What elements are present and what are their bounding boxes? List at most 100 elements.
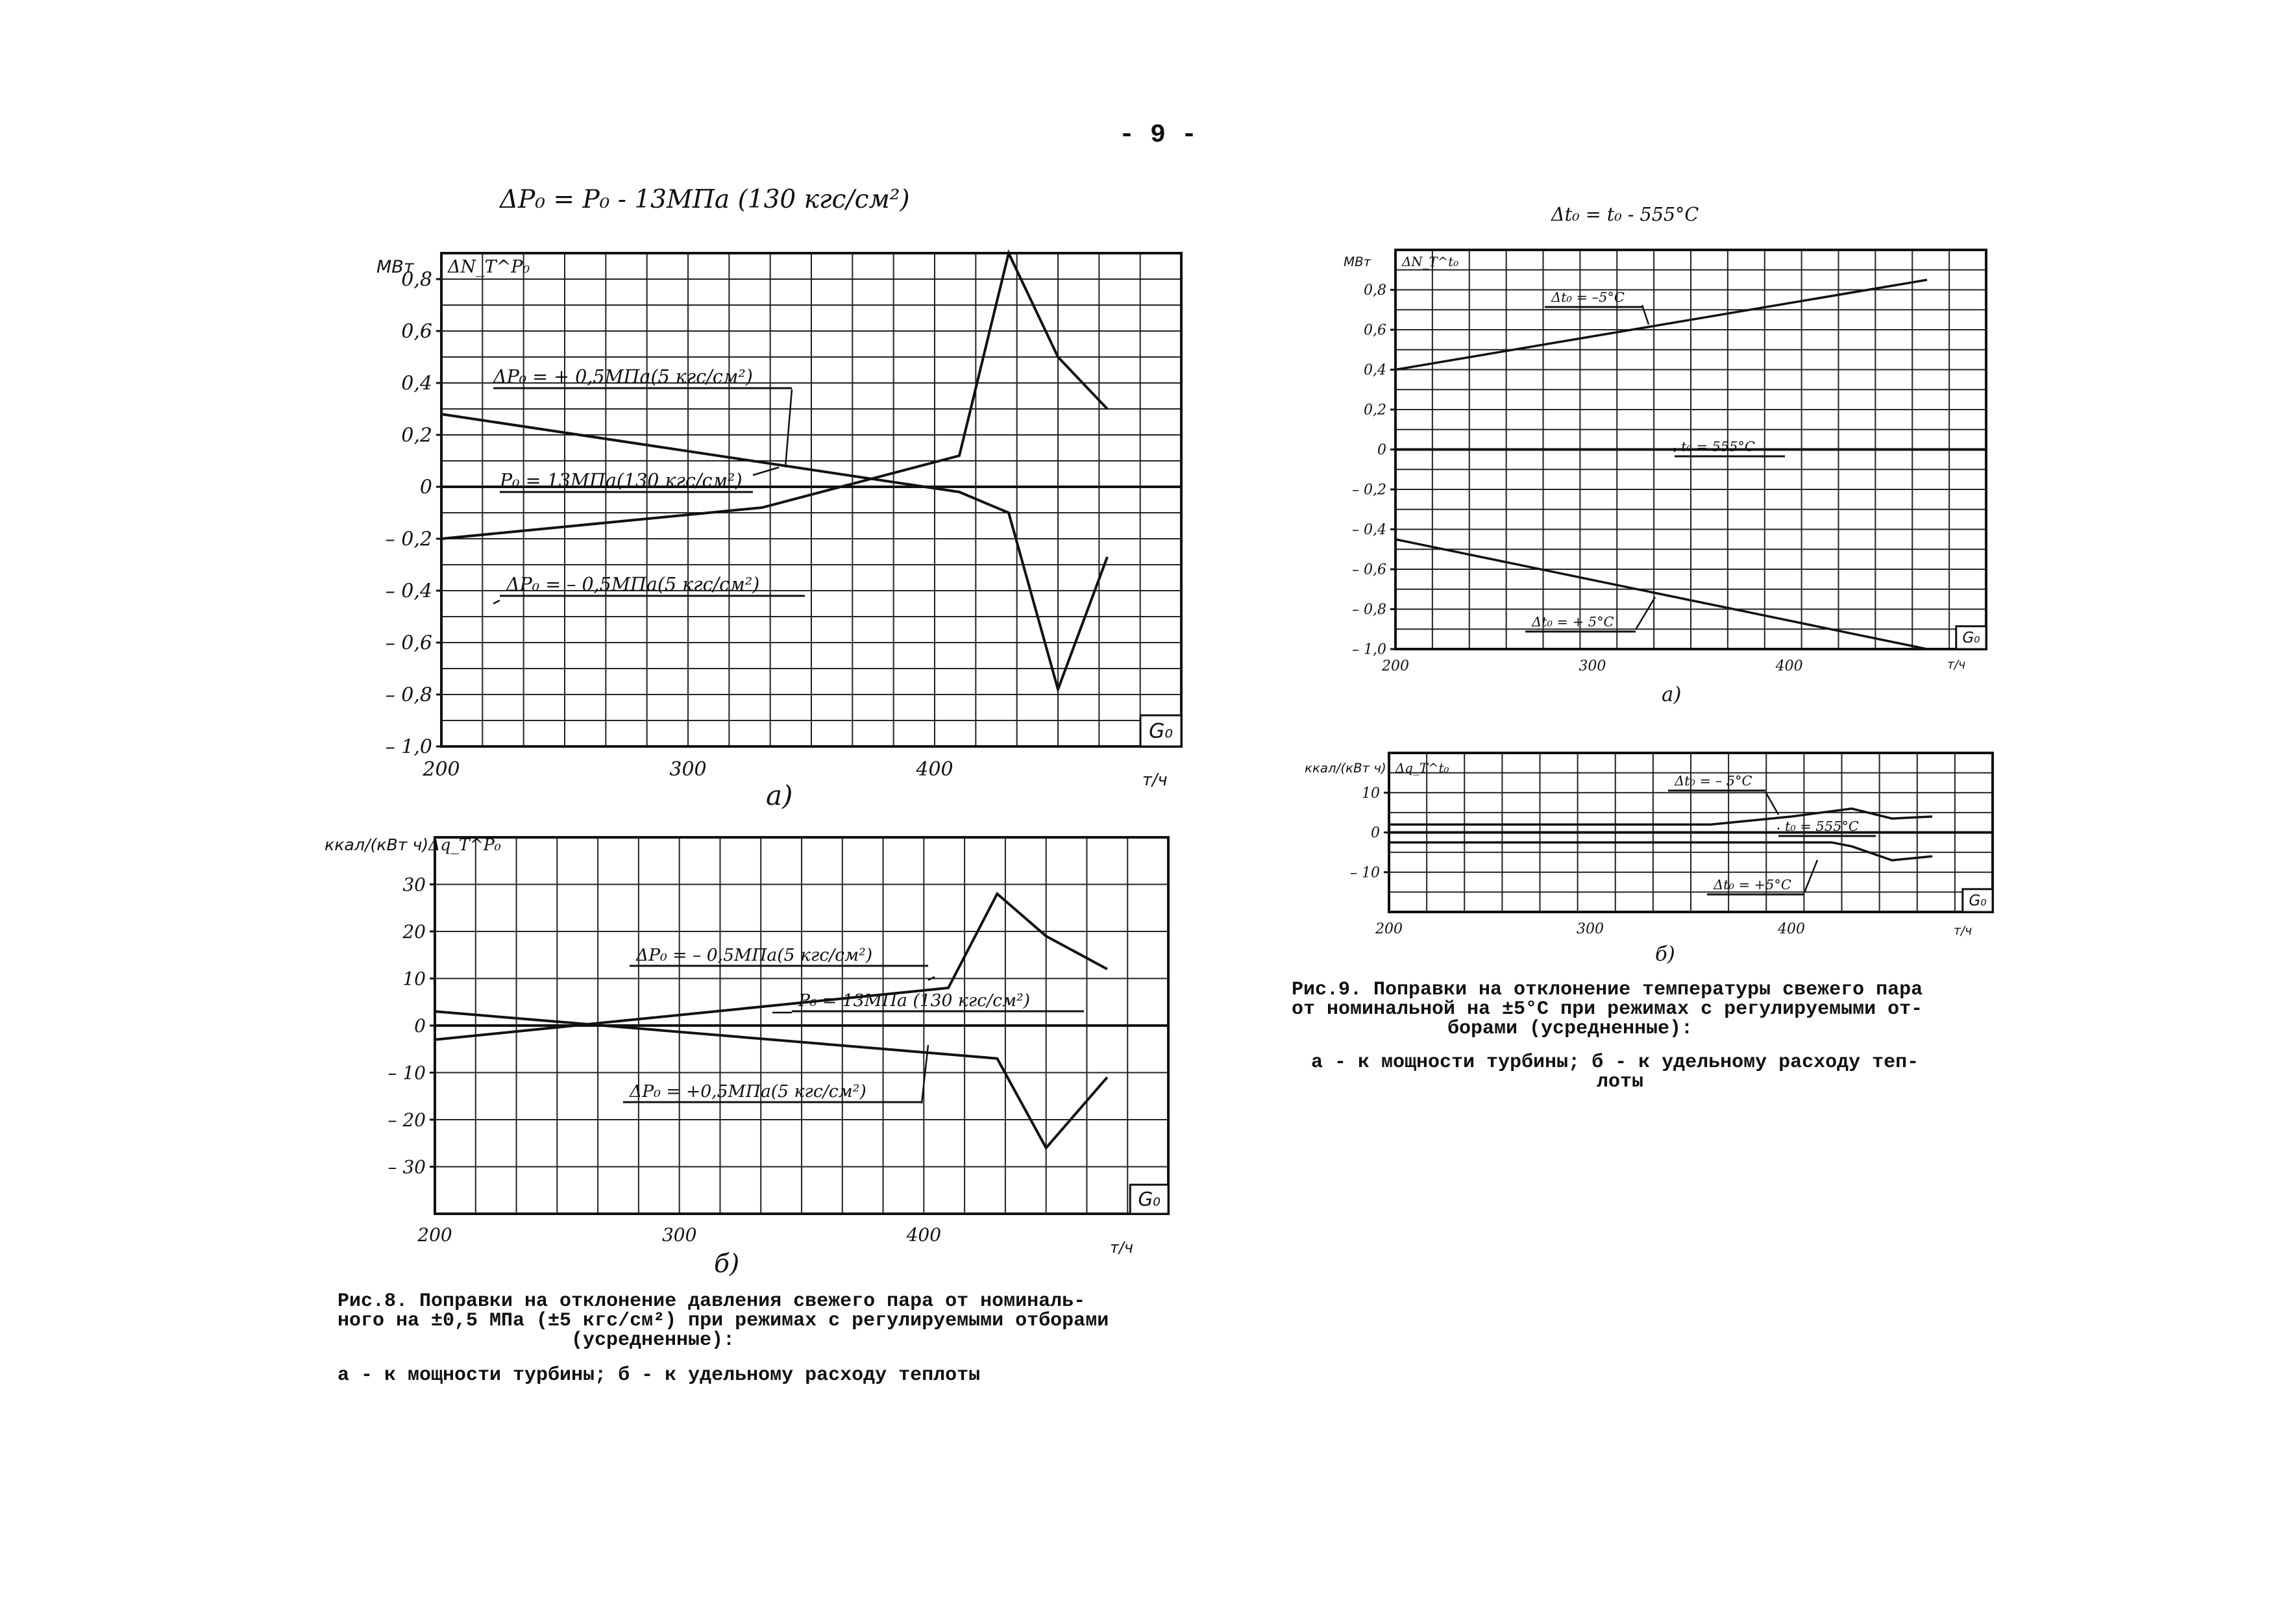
x-axis-label: G₀ bbox=[1969, 892, 1986, 909]
y-tick-label: 0,2 bbox=[401, 424, 432, 447]
y-tick-label: – 0,2 bbox=[1352, 482, 1386, 498]
series-label-leader bbox=[784, 389, 793, 468]
y-tick-label: 20 bbox=[402, 921, 426, 942]
y-tick-label: 0 bbox=[1371, 825, 1380, 841]
chart-formula: Δt₀ = t₀ - 555°С bbox=[1551, 203, 1699, 225]
subfigure-letter: б) bbox=[1655, 942, 1675, 966]
x-tick-label: 300 bbox=[669, 758, 706, 781]
series-line bbox=[1395, 278, 1928, 371]
series-line bbox=[441, 249, 1109, 540]
series-label-leader bbox=[752, 466, 780, 476]
fig9-caption-sub: лоты bbox=[1597, 1071, 1644, 1093]
chart-fig9b: 10 0 – 10 200 300 400 т/ч б) G₀ ккал/(кВт ч) Δq_T^… bbox=[1305, 752, 1994, 966]
x-unit-label: т/ч bbox=[1142, 770, 1168, 790]
x-tick-label: 200 bbox=[1375, 921, 1403, 937]
y-tick-label: 0,4 bbox=[1364, 362, 1386, 378]
xlabel-box bbox=[1129, 1183, 1170, 1215]
y-tick-label: 10 bbox=[1362, 785, 1380, 802]
y-tick-label: 10 bbox=[402, 968, 426, 989]
y-tick-label: – 0,8 bbox=[386, 684, 432, 707]
y-tick-label: – 20 bbox=[387, 1109, 426, 1131]
y-tick-label: 30 bbox=[402, 874, 426, 895]
fig8-caption-line: ного на ±0,5 МПа (±5 кгс/см²) при режима… bbox=[338, 1310, 1109, 1332]
series-label: ΔP₀ = + 0,5МПа(5 кгс/см²) bbox=[493, 366, 753, 388]
fig9-caption-line: от номинальной на ±5°С при режимах с рег… bbox=[1292, 998, 1923, 1020]
series-label: ΔP₀ = – 0,5МПа(5 кгс/см²) bbox=[506, 574, 759, 595]
subfigure-letter: a) bbox=[1662, 683, 1681, 706]
x-tick-label: 400 bbox=[1775, 658, 1803, 674]
y-tick-label: 0 bbox=[1377, 442, 1386, 458]
y-tick-label: – 30 bbox=[387, 1156, 426, 1177]
y-tick-label: 0,6 bbox=[1364, 323, 1386, 339]
x-tick-label: 200 bbox=[417, 1224, 452, 1246]
chart-fig8b: 30 20 10 0 – 10 – 20 – 30 200 300 400 т/ч б) G₀ ккал/… bbox=[325, 835, 1170, 1279]
series-label: ΔP₀ = +0,5МПа(5 кгс/см²) bbox=[629, 1081, 866, 1101]
y-tick-label: – 10 bbox=[1350, 865, 1380, 881]
y-tick-label: 0,4 bbox=[401, 373, 432, 395]
x-unit-label: т/ч bbox=[1110, 1238, 1133, 1257]
x-tick-label: 200 bbox=[422, 758, 460, 781]
y-axis-symbol: Δq_T^P₀ bbox=[428, 835, 501, 855]
series-line bbox=[434, 1010, 1109, 1150]
fig8-caption-line: Рис.8. Поправки на отклонение давления с… bbox=[338, 1290, 1086, 1312]
chart-formula: ΔP₀ = P₀ - 13МПа (130 кгс/см²) bbox=[498, 185, 910, 214]
x-axis-label: G₀ bbox=[1149, 720, 1173, 743]
series-line bbox=[1389, 807, 1933, 826]
fig9-caption-line: борами (усредненные): bbox=[1447, 1018, 1693, 1040]
y-unit-label: МВт bbox=[1344, 254, 1371, 269]
series-label-leader bbox=[493, 599, 500, 605]
y-tick-label: 0,6 bbox=[401, 321, 432, 343]
y-tick-label: 0 bbox=[420, 476, 432, 499]
y-tick-label: 0 bbox=[414, 1015, 426, 1037]
y-tick-label: – 1,0 bbox=[1352, 642, 1386, 658]
fig9-caption: Рис.9. Поправки на отклонение температур… bbox=[1292, 980, 2012, 1092]
series-label-leader bbox=[1803, 859, 1819, 893]
series-label-leader bbox=[1634, 597, 1656, 630]
y-tick-label: 0,2 bbox=[1364, 402, 1386, 419]
subfigure-letter: б) bbox=[714, 1249, 739, 1279]
x-tick-label: 300 bbox=[1577, 921, 1604, 937]
x-unit-label: т/ч bbox=[1954, 924, 1972, 938]
y-tick-label: 0,8 bbox=[1364, 282, 1386, 299]
x-axis-label: G₀ bbox=[1962, 630, 1980, 646]
y-unit-label: ккал/(кВт ч) bbox=[1305, 761, 1386, 776]
series-line bbox=[1389, 841, 1933, 862]
y-tick-label: – 0,4 bbox=[386, 580, 432, 603]
page-number: - 9 - bbox=[1119, 121, 1198, 150]
series-label: t₀ = 555°С bbox=[1681, 439, 1755, 454]
x-tick-label: 400 bbox=[915, 758, 953, 781]
series-label: ΔP₀ = – 0,5МПа(5 кгс/см²) bbox=[635, 945, 872, 965]
series-line bbox=[434, 891, 1108, 1041]
series-label-leader bbox=[1764, 791, 1780, 815]
fig8-caption-line: (усредненные): bbox=[571, 1329, 735, 1351]
series-line bbox=[1395, 538, 1928, 650]
y-tick-label: – 0,8 bbox=[1352, 602, 1386, 618]
plot-frame bbox=[440, 252, 1183, 748]
chart-fig8a: 0,8 0,6 0,4 0,2 0 – 0,2 – 0,4 – 0,6 – 0,8 – 1,020… bbox=[376, 185, 1183, 811]
x-tick-label: 400 bbox=[1777, 921, 1805, 937]
fig9-caption-line: Рис.9. Поправки на отклонение температур… bbox=[1292, 979, 1923, 1001]
y-unit-label: ккал/(кВт ч) bbox=[325, 835, 428, 854]
x-tick-label: 300 bbox=[1579, 658, 1606, 674]
y-unit-label: МВт bbox=[376, 257, 415, 277]
series-label: Δt₀ = –5°С bbox=[1551, 289, 1625, 305]
x-tick-label: 200 bbox=[1381, 658, 1409, 674]
x-tick-label: 300 bbox=[662, 1224, 696, 1246]
y-tick-label: – 0,4 bbox=[1352, 522, 1386, 538]
series-line bbox=[441, 413, 1109, 694]
series-label: Δt₀ = – 5°С bbox=[1674, 773, 1752, 789]
series-label-leader bbox=[1641, 304, 1650, 325]
xlabel-box bbox=[1139, 714, 1183, 748]
fig8-caption-sub: а - к мощности турбины; б - к удельному … bbox=[338, 1364, 981, 1386]
y-tick-label: 0,8 bbox=[401, 269, 432, 291]
y-tick-label: – 0,6 bbox=[1352, 562, 1386, 578]
y-tick-label: – 1,0 bbox=[386, 736, 432, 759]
y-tick-label: – 0,2 bbox=[386, 528, 432, 551]
xlabel-box bbox=[1961, 888, 1994, 913]
y-tick-label: – 10 bbox=[387, 1062, 426, 1083]
series-label-leader bbox=[928, 976, 935, 981]
series-label: Δt₀ = + 5°С bbox=[1531, 614, 1614, 630]
y-axis-symbol: ΔN_T^t₀ bbox=[1401, 254, 1458, 269]
series-label: P₀ = 13МПа (130 кгс/см²) bbox=[798, 990, 1030, 1011]
xlabel-box bbox=[1955, 625, 1987, 650]
